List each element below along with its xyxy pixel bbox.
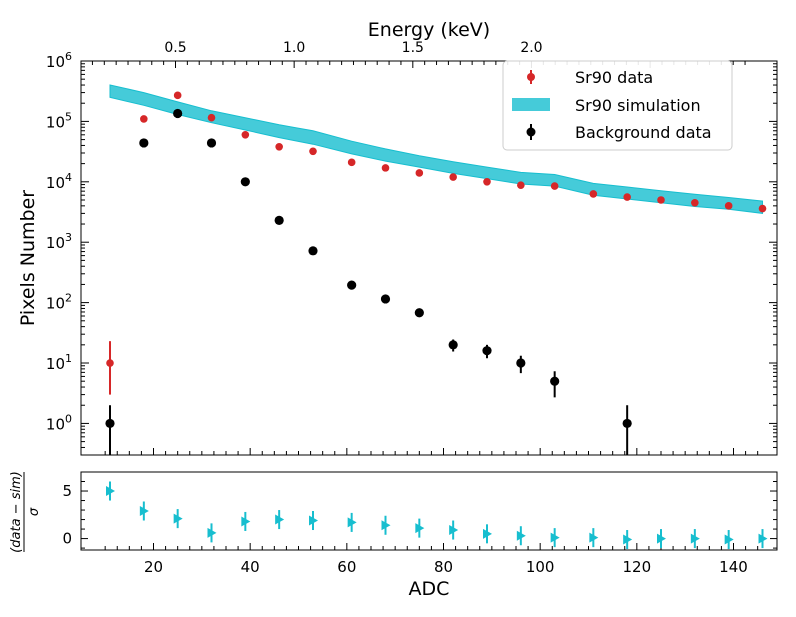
sr90-point — [623, 193, 631, 201]
main-axis-ticks: 0.5 1.0 1.5 2.0 100 101 102 103 104 105 106 — [46, 40, 777, 550]
residual-layer: 20 40 60 80 100 120 140 0 5 — [62, 481, 777, 576]
res-y-tick-label: 5 — [62, 482, 72, 500]
residual-point — [550, 532, 560, 543]
residual-point — [241, 516, 251, 527]
y-tick-label: 102 — [46, 292, 72, 313]
y-axis-label: Pixels Number — [17, 190, 39, 326]
res-y-tick-label: 0 — [62, 530, 72, 548]
sr90-point — [550, 182, 559, 190]
background-point — [482, 346, 492, 356]
residual-point — [724, 534, 734, 545]
background-point — [448, 340, 458, 350]
legend: Sr90 data Sr90 simulation Background dat… — [502, 60, 733, 151]
residual-point — [381, 520, 391, 531]
sr90-point — [657, 196, 665, 204]
sr90-point — [517, 181, 525, 189]
sr90-point — [381, 164, 390, 172]
residual-point — [347, 517, 357, 528]
residual-point — [106, 486, 115, 497]
residual-point — [690, 533, 700, 544]
res-x-tick-label: 80 — [434, 558, 453, 576]
background-point — [240, 177, 250, 187]
sr90-point — [724, 202, 733, 210]
main-points-layer — [105, 91, 767, 455]
residual-point — [309, 515, 318, 526]
background-point — [380, 294, 391, 304]
residual-point — [449, 525, 459, 536]
sr90-point — [241, 131, 250, 139]
res-x-tick-label: 40 — [241, 558, 260, 576]
y-tick-label: 104 — [46, 171, 72, 192]
background-point — [206, 138, 217, 148]
residual-point — [483, 528, 492, 539]
background-point — [105, 418, 115, 429]
residual-plot-frame — [80, 471, 778, 551]
sr90-point — [589, 190, 598, 198]
y-tick-label: 105 — [46, 110, 72, 131]
sr90-point — [347, 158, 356, 167]
sr90-point — [106, 359, 114, 367]
residual-y-label: (data − sim) σ — [9, 471, 42, 553]
top-x-tick-label: 1.0 — [283, 40, 305, 56]
background-point — [414, 308, 424, 318]
sr90-point — [415, 169, 424, 177]
sr90-point — [173, 91, 182, 100]
y-tick-label: 103 — [46, 231, 72, 252]
legend-item-sr90-data: Sr90 data — [527, 68, 653, 87]
res-x-tick-label: 100 — [526, 558, 555, 576]
res-x-tick-label: 140 — [719, 558, 748, 576]
background-point — [173, 108, 183, 119]
residual-point — [657, 533, 666, 544]
residual-point — [516, 530, 526, 541]
top-axis-label: Energy (keV) — [368, 19, 490, 41]
residual-point — [207, 527, 217, 538]
res-x-tick-label: 20 — [144, 558, 163, 576]
background-point — [622, 418, 632, 429]
residual-point — [275, 514, 285, 525]
residual-y-label-denominator: σ — [27, 507, 42, 516]
legend-label-sr90-data: Sr90 data — [575, 68, 653, 87]
background-point — [516, 358, 526, 368]
res-x-tick-label: 120 — [623, 558, 652, 576]
background-point — [550, 376, 560, 386]
sr90-point — [449, 173, 457, 181]
residual-y-label-numerator: (data − sim) — [9, 471, 24, 553]
sr90-point — [140, 115, 148, 123]
top-x-tick-label: 0.5 — [164, 40, 186, 56]
background-point — [347, 280, 357, 290]
sr90-point — [275, 142, 283, 151]
res-x-tick-label: 60 — [337, 558, 356, 576]
top-x-tick-label: 1.5 — [402, 40, 424, 56]
residual-point — [415, 523, 425, 534]
residual-point — [173, 513, 183, 524]
sr90-point — [207, 113, 216, 122]
legend-frame — [502, 60, 733, 151]
sr90-point — [758, 204, 767, 213]
main-plot-frame — [80, 60, 778, 456]
x-axis-label: ADC — [409, 578, 450, 600]
y-tick-label: 101 — [46, 352, 72, 373]
background-point — [274, 215, 284, 225]
legend-marker-sr90-simulation — [512, 98, 550, 111]
y-tick-label: 106 — [46, 50, 72, 71]
top-x-tick-label: 2.0 — [520, 40, 542, 56]
legend-item-background-data: Background data — [526, 123, 712, 142]
background-point — [308, 246, 318, 256]
y-tick-label: 100 — [46, 412, 72, 433]
sr90-point — [483, 178, 491, 186]
sr90-point — [691, 198, 699, 207]
legend-marker-background-data — [526, 127, 536, 137]
legend-item-sr90-simulation: Sr90 simulation — [512, 96, 701, 115]
residual-point — [589, 532, 599, 543]
legend-label-background-data: Background data — [575, 123, 712, 142]
residual-point — [758, 533, 768, 544]
legend-marker-sr90-data — [527, 73, 535, 81]
background-point — [139, 138, 149, 148]
sr90-point — [309, 147, 317, 156]
residual-point — [139, 506, 149, 516]
residual-point — [623, 534, 633, 545]
legend-label-sr90-simulation: Sr90 simulation — [575, 96, 701, 115]
